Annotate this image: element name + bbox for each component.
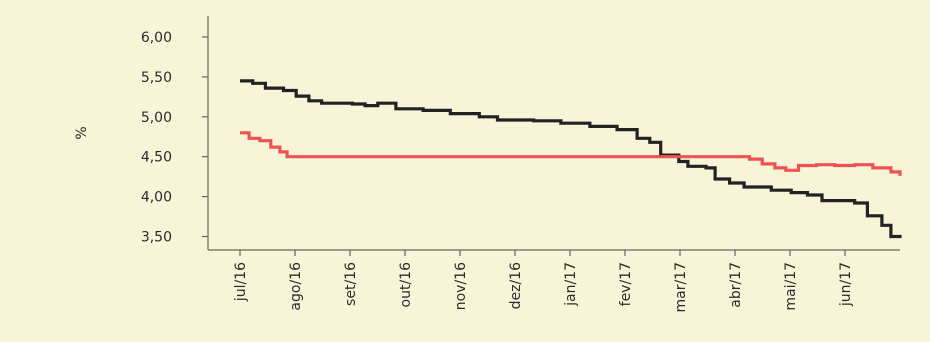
y-tick-label: 4,50 bbox=[141, 150, 172, 166]
y-axis: 6,00 5,50 5,00 4,50 4,00 3,50 bbox=[141, 16, 209, 250]
x-tick-label: out/16 bbox=[398, 262, 414, 308]
y-tick-label: 6,00 bbox=[141, 30, 172, 46]
y-axis-label: % bbox=[74, 126, 90, 139]
y-tick-label: 3,50 bbox=[141, 230, 172, 246]
x-tick-label: nov/16 bbox=[453, 262, 469, 310]
x-tick-label: mar/17 bbox=[673, 262, 689, 313]
series-line-1 bbox=[240, 79, 902, 239]
x-tick-label: jan/17 bbox=[563, 262, 579, 307]
x-tick-label: jul/16 bbox=[233, 262, 249, 302]
y-tick-label: 4,00 bbox=[141, 190, 172, 206]
x-tick-label: jun/17 bbox=[838, 262, 854, 307]
x-tick-label: fev/17 bbox=[618, 262, 634, 306]
series-line-2 bbox=[240, 131, 902, 176]
x-tick-label: mai/17 bbox=[783, 262, 799, 311]
x-tick-label: abr/17 bbox=[728, 262, 744, 308]
series-lines bbox=[240, 79, 902, 239]
y-tick-label: 5,50 bbox=[141, 70, 172, 86]
x-tick-label: dez/16 bbox=[508, 262, 524, 309]
x-axis: jul/16 ago/16 set/16 out/16 nov/16 dez/16 jan/… bbox=[208, 249, 900, 313]
x-tick-label: set/16 bbox=[343, 262, 359, 306]
y-tick-label: 5,00 bbox=[141, 110, 172, 126]
x-tick-label: ago/16 bbox=[288, 262, 304, 311]
